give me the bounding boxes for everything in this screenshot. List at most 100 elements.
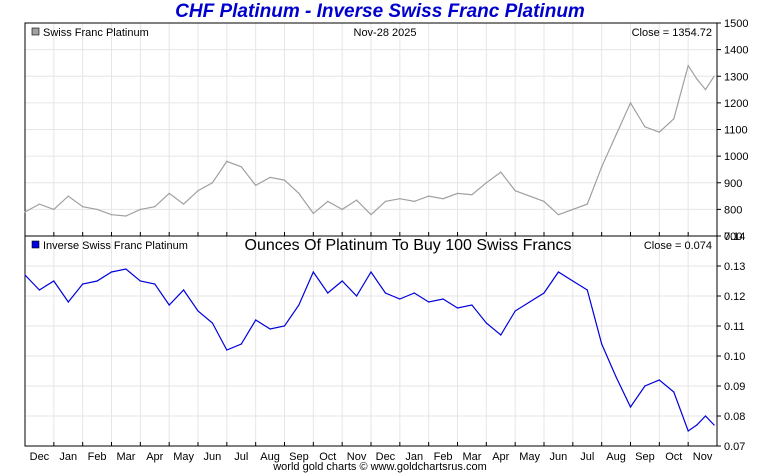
- upper-data-point: [673, 118, 675, 120]
- lower-data-point: [471, 304, 473, 306]
- upper-data-point: [696, 78, 698, 80]
- upper-data-point: [658, 131, 660, 133]
- lower-data-point: [658, 379, 660, 381]
- lower-data-point: [110, 271, 113, 273]
- upper-data-point: [514, 190, 516, 192]
- lower-panel-frame: [24, 235, 718, 447]
- lower-close-label: Close = 0.074: [644, 240, 712, 252]
- lower-y-tick-label: 0.12: [724, 291, 745, 303]
- upper-data-point: [586, 203, 588, 205]
- upper-y-tick-label: 1200: [724, 98, 748, 110]
- upper-data-point: [312, 212, 314, 214]
- lower-data-point: [615, 376, 617, 378]
- upper-legend-swatch: [31, 27, 40, 36]
- lower-data-point: [255, 319, 257, 321]
- upper-data-point: [255, 184, 257, 186]
- x-tick-label-may: May: [173, 451, 194, 463]
- x-tick-label-feb: Feb: [88, 451, 107, 463]
- lower-data-point: [240, 343, 242, 345]
- lower-data-point: [384, 292, 386, 294]
- chart-title: CHF Platinum - Inverse Swiss Franc Plati…: [175, 1, 585, 22]
- upper-y-tick-label: 1500: [724, 18, 748, 30]
- upper-data-point: [110, 214, 113, 216]
- lower-data-point: [341, 280, 343, 282]
- x-tick-label-apr: Apr: [146, 451, 163, 463]
- upper-data-point: [629, 102, 632, 104]
- upper-data-point: [529, 195, 531, 197]
- lower-data-point: [413, 292, 415, 294]
- x-tick-label-sep: Sep: [289, 451, 309, 463]
- x-tick-label-jun: Jun: [204, 451, 222, 463]
- upper-data-point: [341, 208, 343, 210]
- upper-data-point: [384, 200, 386, 202]
- lower-data-point: [485, 322, 487, 324]
- x-tick-label-mar: Mar: [462, 451, 481, 463]
- lower-y-tick-label: 0.08: [724, 411, 745, 423]
- upper-series-line: [24, 64, 715, 217]
- lower-data-point: [557, 271, 560, 273]
- upper-data-point: [356, 199, 358, 201]
- upper-data-point: [197, 190, 199, 192]
- upper-data-point: [500, 171, 502, 173]
- upper-y-tick-label: 1000: [724, 151, 748, 163]
- lower-subtitle: Ounces Of Platinum To Buy 100 Swiss Fran…: [245, 237, 572, 254]
- lower-data-point: [197, 310, 199, 312]
- lower-data-point: [514, 310, 516, 312]
- upper-y-tick-label: 1100: [724, 125, 748, 137]
- lower-data-point: [704, 415, 707, 417]
- upper-data-point: [370, 214, 372, 216]
- lower-y-tick-label: 0.07: [724, 441, 745, 453]
- upper-data-point: [557, 214, 560, 216]
- x-tick-label-nov: Nov: [693, 451, 713, 463]
- upper-data-point: [183, 203, 185, 205]
- upper-y-tick-label: 700: [724, 231, 742, 243]
- lower-legend-label: Inverse Swiss Franc Platinum: [43, 240, 188, 252]
- lower-data-point: [428, 301, 430, 303]
- lower-data-point: [327, 292, 329, 294]
- upper-data-point: [269, 176, 271, 178]
- x-tick-label-sep: Sep: [635, 451, 655, 463]
- upper-legend-label: Swiss Franc Platinum: [43, 27, 149, 39]
- upper-date-label: Nov-28 2025: [354, 27, 417, 39]
- lower-data-point: [283, 325, 286, 327]
- upper-data-point: [442, 198, 444, 200]
- upper-data-point: [53, 208, 55, 210]
- upper-data-point: [240, 166, 242, 168]
- lower-data-point: [38, 289, 41, 291]
- lower-data-point: [312, 271, 314, 273]
- upper-data-point: [615, 134, 617, 136]
- lower-data-point: [67, 301, 69, 303]
- upper-data-point: [687, 65, 689, 67]
- x-tick-label-may: May: [519, 451, 540, 463]
- upper-data-point: [327, 200, 329, 202]
- upper-data-point: [601, 166, 603, 168]
- lower-data-point: [24, 274, 26, 276]
- lower-data-point: [154, 283, 156, 285]
- lower-data-point: [687, 430, 689, 432]
- lower-data-point: [298, 304, 300, 306]
- upper-y-tick-label: 800: [724, 204, 742, 216]
- lower-y-tick-label: 0.10: [724, 351, 745, 363]
- lower-data-point: [399, 298, 401, 300]
- upper-data-point: [283, 179, 286, 181]
- footer-credit: world gold charts © www.goldchartsrus.co…: [273, 461, 487, 473]
- lower-data-point: [183, 289, 185, 291]
- upper-data-point: [485, 182, 487, 184]
- upper-data-point: [644, 126, 646, 128]
- lower-data-point: [543, 292, 545, 294]
- lower-data-point: [139, 280, 141, 282]
- x-tick-label-aug: Aug: [606, 451, 626, 463]
- upper-data-point: [543, 200, 545, 202]
- lower-data-point: [269, 328, 271, 330]
- upper-y-tick-label: 1400: [724, 45, 748, 57]
- lower-data-point: [644, 385, 646, 387]
- upper-data-point: [139, 208, 141, 210]
- lower-data-point: [572, 280, 574, 282]
- lower-data-point: [96, 280, 98, 282]
- x-tick-label-mar: Mar: [116, 451, 135, 463]
- x-tick-label-oct: Oct: [665, 451, 682, 463]
- lower-data-point: [456, 307, 459, 309]
- x-tick-label-feb: Feb: [434, 451, 453, 463]
- lower-y-tick-label: 0.11: [724, 321, 745, 333]
- lower-y-tick-label: 0.09: [724, 381, 745, 393]
